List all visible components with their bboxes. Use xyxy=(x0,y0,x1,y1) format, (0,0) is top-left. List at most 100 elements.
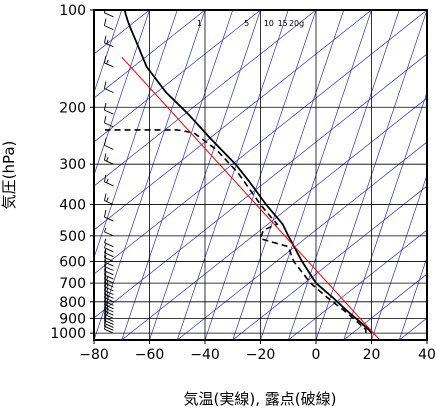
wind-barb-flag xyxy=(103,174,107,182)
x-tick-label: −80 xyxy=(79,347,109,363)
wind-barb xyxy=(103,10,114,18)
wind-barb-flag xyxy=(103,138,107,146)
adiabat-line xyxy=(94,10,261,143)
wind-barb-flag xyxy=(103,153,107,161)
wind-barb-flag xyxy=(103,259,107,267)
wind-barb-shaft xyxy=(104,242,114,248)
isotherm-line xyxy=(121,10,234,340)
x-tick-label: 0 xyxy=(312,347,321,363)
y-tick-label: 800 xyxy=(59,295,86,311)
y-tick-label: 1000 xyxy=(50,326,86,342)
adiabat-line xyxy=(94,10,317,187)
wind-barb-flag xyxy=(103,115,107,123)
wind-barb-flag xyxy=(104,324,107,330)
wind-barb-shaft xyxy=(104,317,114,322)
wind-barb-shaft xyxy=(104,144,114,150)
reference-line xyxy=(121,56,381,340)
y-tick-label: 400 xyxy=(59,198,86,214)
background-lines xyxy=(94,10,427,340)
isotherm-line xyxy=(398,256,427,340)
wind-barb-shaft xyxy=(104,25,114,31)
y-tick-label: 100 xyxy=(59,3,86,19)
x-tick-label: −40 xyxy=(190,347,220,363)
wind-barb xyxy=(104,324,114,334)
wind-barb-flag xyxy=(104,243,107,248)
y-tick-label: 200 xyxy=(59,100,86,116)
wind-barb xyxy=(103,115,114,128)
wind-barb xyxy=(103,193,114,205)
wind-barb-shaft xyxy=(104,88,114,93)
isotherm-line xyxy=(287,10,400,340)
wind-barb-shaft xyxy=(104,231,114,237)
wind-barb-flag xyxy=(103,103,107,111)
wind-barb-flag xyxy=(106,308,109,313)
wind-barb-shaft xyxy=(104,159,114,165)
y-tick-label: 700 xyxy=(59,276,86,292)
adiabat-line xyxy=(94,10,372,231)
wind-barb xyxy=(104,243,114,253)
wind-barb-flag xyxy=(103,35,107,43)
wind-barb-shaft xyxy=(104,328,114,334)
wind-barb-flag xyxy=(106,39,109,44)
wind-barb-shaft xyxy=(104,274,114,280)
wind-barb-shaft xyxy=(104,313,114,319)
x-axis: −80 −60 −40 −20 0 20 40 xyxy=(79,340,436,363)
mixing-ratio-labels: 1 5 10 15 20g xyxy=(197,19,304,28)
wind-barb-shaft xyxy=(104,307,114,313)
wind-barb-flag xyxy=(103,55,107,63)
y-tick-label: 500 xyxy=(59,229,86,245)
wind-barb-shaft xyxy=(104,252,114,258)
wind-barb-shaft xyxy=(104,261,114,267)
adiabat-line xyxy=(343,273,427,340)
y-tick-label: 600 xyxy=(59,254,86,270)
wind-barb xyxy=(104,248,114,258)
isotherm-line xyxy=(94,10,123,94)
dewpoint-line xyxy=(105,129,367,334)
x-axis-label: 気温(実線), 露点(破線) xyxy=(184,390,337,408)
wind-barb-shaft xyxy=(104,12,114,18)
wind-barb-shaft xyxy=(104,278,114,284)
mixing-ratio-label: 10 xyxy=(264,19,274,28)
wind-barb xyxy=(103,174,114,187)
x-tick-label: 20 xyxy=(363,347,381,363)
wind-barb xyxy=(103,55,114,68)
isotherm-line xyxy=(94,10,150,177)
wind-barb xyxy=(103,18,114,31)
wind-barb-flag xyxy=(104,238,107,243)
wind-barb-shaft xyxy=(104,62,114,68)
wind-barb-flag xyxy=(106,197,109,202)
wind-barb-shaft xyxy=(104,325,114,331)
wind-barb-shaft xyxy=(104,109,114,115)
wind-barb-flag xyxy=(104,227,107,233)
wind-barb-shaft xyxy=(104,293,114,299)
x-tick-label: 40 xyxy=(418,347,436,363)
wind-barb-flag xyxy=(103,254,107,263)
wind-barb-shaft xyxy=(104,310,114,316)
wind-barb-flag xyxy=(106,178,109,183)
wind-barb-flag xyxy=(104,0,106,6)
wind-barb-shaft xyxy=(104,122,114,128)
wind-barb-shaft xyxy=(104,200,114,205)
isotherm-line xyxy=(371,173,427,340)
adiabat-line xyxy=(288,229,427,340)
wind-barb-shaft xyxy=(104,323,114,328)
mixing-ratio-label: 15 xyxy=(278,19,288,28)
wind-barb xyxy=(104,227,114,237)
wind-barb-flag xyxy=(103,193,107,201)
wind-barb xyxy=(103,209,114,222)
y-tick-label: 300 xyxy=(59,157,86,173)
isotherm-line xyxy=(94,10,178,259)
isotherm-line xyxy=(343,91,427,340)
wind-barb-flag xyxy=(103,18,107,26)
wind-barb-shaft xyxy=(104,42,114,48)
wind-barb xyxy=(103,254,114,267)
wind-barb xyxy=(103,250,114,262)
wind-barb-flag xyxy=(103,319,107,327)
wind-barb-shaft xyxy=(104,266,114,271)
wind-barb-flag xyxy=(106,304,109,310)
temperature-line xyxy=(123,10,373,334)
wind-barb-shaft xyxy=(104,270,114,276)
